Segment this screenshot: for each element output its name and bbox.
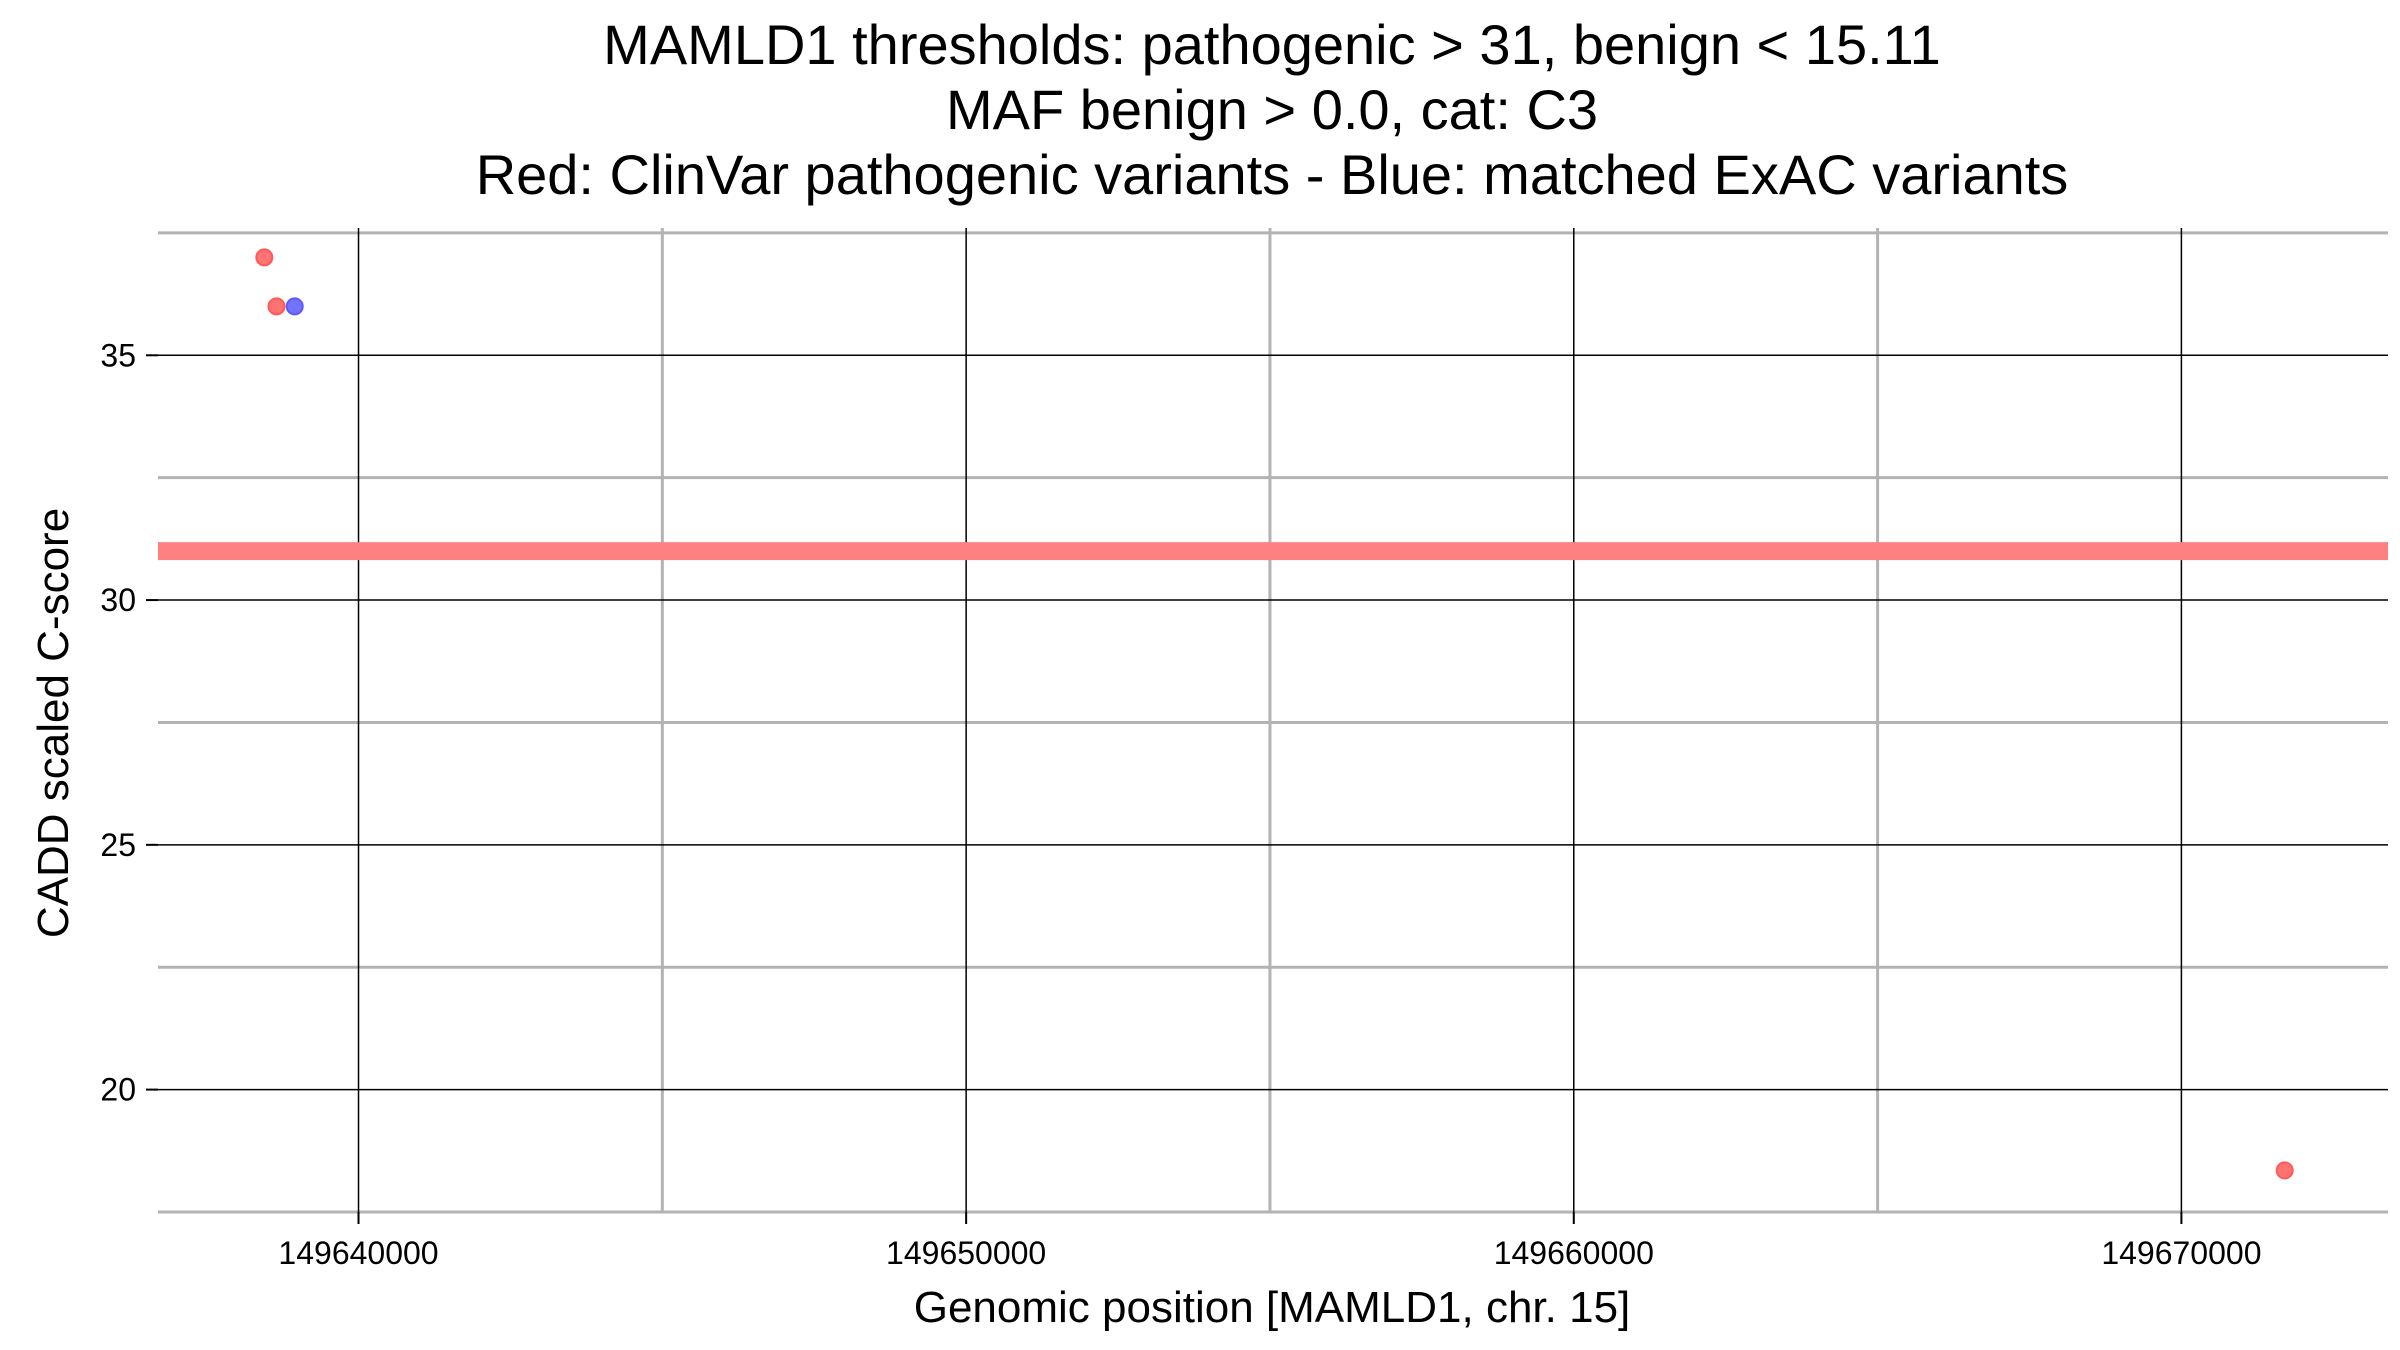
y-tick-label: 30 <box>100 582 136 618</box>
clinvar-pathogenic-point <box>2275 1161 2294 1180</box>
x-tick-label: 149660000 <box>1494 1235 1654 1271</box>
exac-matched-point <box>285 297 304 316</box>
chart-title-line-2: MAF benign > 0.0, cat: C3 <box>946 78 1598 141</box>
y-axis-label: CADD scaled C-score <box>29 508 78 938</box>
clinvar-pathogenic-point <box>267 297 286 316</box>
chart-title-line-1: MAMLD1 thresholds: pathogenic > 31, beni… <box>603 13 1941 76</box>
y-axis-ticks: 20 25 30 35 <box>100 337 158 1108</box>
chart-title-line-3: Red: ClinVar pathogenic variants - Blue:… <box>476 143 2069 206</box>
y-tick-label: 35 <box>100 337 136 373</box>
x-tick-label: 149640000 <box>278 1235 438 1271</box>
data-points <box>255 248 2294 1180</box>
clinvar-pathogenic-point <box>255 248 274 267</box>
x-tick-label: 149670000 <box>2101 1235 2261 1271</box>
minor-gridlines <box>158 228 2388 1214</box>
y-tick-label: 20 <box>100 1072 136 1108</box>
major-gridlines <box>158 228 2388 1212</box>
x-axis-ticks: 149640000 149650000 149660000 149670000 <box>278 1212 2261 1271</box>
x-tick-label: 149650000 <box>886 1235 1046 1271</box>
y-tick-label: 25 <box>100 827 136 863</box>
x-axis-label: Genomic position [MAMLD1, chr. 15] <box>914 1283 1631 1332</box>
